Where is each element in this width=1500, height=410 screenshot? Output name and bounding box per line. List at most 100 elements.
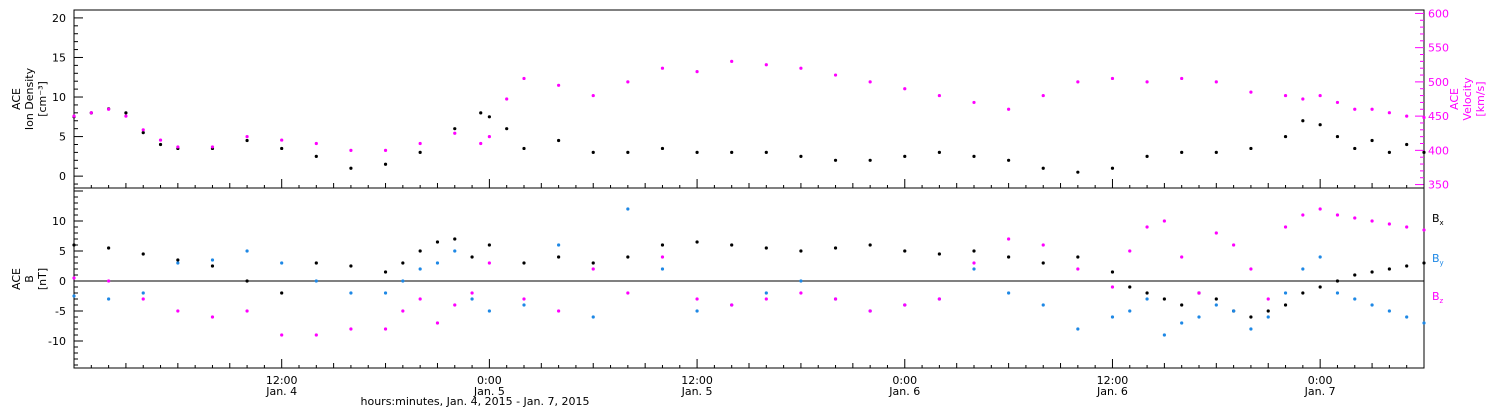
density-tick-label: 5 [59,131,66,144]
by-point [1232,309,1236,313]
bz-point [557,309,561,313]
bx-point [245,279,249,283]
density-point [280,146,284,151]
velocity-tick-label: 350 [1428,179,1449,192]
velocity-point [868,80,872,84]
bz-point [107,279,111,283]
density-tick-label: 0 [59,170,66,183]
velocity-point [1422,115,1426,120]
by-point [487,309,491,313]
density-point [418,150,422,154]
bx-point [1318,285,1322,289]
bz-point [1266,297,1270,301]
by-point [1110,315,1115,319]
bx-point [1214,297,1218,301]
bx-point [1353,273,1357,277]
bx-point [730,243,734,247]
bx-point [349,264,353,268]
b-tick-label: 10 [52,215,66,228]
by-point [401,279,405,283]
bx-point [1266,309,1270,313]
velocity-point [280,138,284,142]
by-point [1370,303,1374,307]
bx-point [1180,303,1184,307]
velocity-point [176,145,180,149]
by-point [453,249,457,253]
bz-point [1283,225,1288,229]
density-point [1283,134,1288,139]
svg-text:By: By [1432,252,1444,267]
density-point [1387,150,1391,154]
bz-point [1301,213,1305,217]
velocity-point [479,141,483,146]
by-point [557,243,561,247]
velocity-point [764,63,768,67]
by-point [1318,255,1322,259]
density-point [1249,146,1253,151]
b-tick-label: 0 [59,275,66,288]
by-point [591,315,595,319]
velocity-axis-label-line2: Velocity [1461,77,1474,121]
x-tick-date-label: Jan. 6 [888,385,920,398]
bz-point [314,333,318,337]
b-axis-unit: [nT] [36,268,49,290]
density-point [972,154,976,158]
by-point [626,207,630,211]
bx-point [1110,270,1115,274]
by-point [1180,321,1184,325]
velocity-axis-ticks: 350 400 450 500 550 600 [1415,7,1449,192]
velocity-point [660,66,665,70]
bx-point [660,243,665,247]
velocity-point [1405,114,1409,118]
velocity-point [124,114,128,118]
density-point [453,127,457,131]
legend-bz-sub: z [1440,297,1444,305]
density-axis-label-line2: Ion Density [23,67,36,130]
by-point [418,267,422,271]
bz-point [349,327,353,331]
bz-point [1353,216,1357,220]
bz-point [868,309,872,313]
bz-point [1128,249,1132,253]
velocity-point [210,145,215,149]
density-tick-label: 10 [52,91,66,104]
density-point [522,146,526,151]
density-point [626,150,630,154]
velocity-axis-label-line1: ACE [1448,88,1461,110]
bz-point [799,291,803,295]
bx-point [1041,261,1045,265]
bz-point [833,297,838,301]
velocity-point [1249,90,1253,94]
bz-point [522,297,526,301]
by-point [141,291,145,295]
velocity-point [107,107,111,111]
top-panel-frame [73,9,1425,189]
density-point [730,150,734,154]
bz-point [1007,237,1011,241]
by-point [107,297,111,301]
b-tick-label: 5 [59,245,66,258]
by-point [1041,303,1045,307]
density-point [1007,158,1011,162]
velocity-point [591,93,595,98]
bz-point [280,333,284,337]
density-point [314,154,318,158]
density-point [158,142,163,147]
density-tick-label: 15 [52,51,66,64]
bz-point [695,297,699,301]
density-point [1301,119,1305,123]
velocity-point [1110,76,1115,81]
by-point [764,291,768,295]
by-point [210,258,215,262]
bz-point [1335,213,1340,217]
x-tick-date-label: Jan. 5 [473,385,505,398]
density-point [479,111,483,115]
velocity-tick-label: 500 [1428,76,1449,89]
bx-point [626,255,630,259]
density-point [937,150,941,154]
density-point [903,154,907,158]
by-point [1335,291,1340,295]
by-point [1266,315,1270,319]
bz-point [487,261,491,265]
